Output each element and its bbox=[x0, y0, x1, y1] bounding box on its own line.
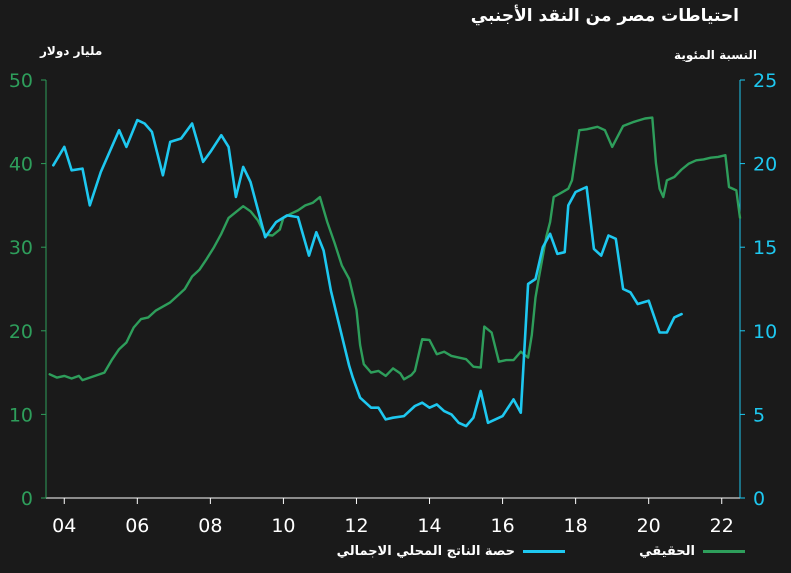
chart-title: احتياطات مصر من النقد الأجنبي bbox=[470, 6, 739, 26]
legend-item-real: الحقيقي bbox=[639, 541, 745, 561]
left-tick-label-50: 50 bbox=[9, 70, 33, 92]
right-axis-label: النسبة المئوية bbox=[674, 48, 757, 62]
right-tick-label-5: 5 bbox=[753, 404, 765, 426]
x-tick-label-20: 20 bbox=[637, 515, 661, 537]
x-tick-label-12: 12 bbox=[344, 515, 368, 537]
left-axis-label: مليار دولار bbox=[40, 44, 103, 58]
x-tick-label-10: 10 bbox=[271, 515, 295, 537]
left-tick-label-20: 20 bbox=[9, 321, 33, 343]
x-tick-label-18: 18 bbox=[564, 515, 588, 537]
x-tick-label-08: 08 bbox=[198, 515, 222, 537]
x-tick-label-22: 22 bbox=[710, 515, 734, 537]
right-tick-label-20: 20 bbox=[753, 154, 777, 176]
legend-label-real: الحقيقي bbox=[639, 543, 695, 559]
legend-label-gdp: حصة الناتج المحلي الاجمالي bbox=[336, 543, 515, 559]
x-tick-label-04: 04 bbox=[52, 515, 76, 537]
left-tick-label-40: 40 bbox=[9, 154, 33, 176]
x-tick-label-06: 06 bbox=[125, 515, 149, 537]
legend-swatch-gdp bbox=[523, 549, 565, 553]
legend-swatch-real bbox=[703, 549, 745, 553]
right-tick-label-15: 15 bbox=[753, 237, 777, 259]
right-tick-label-0: 0 bbox=[753, 488, 765, 510]
x-tick-label-16: 16 bbox=[490, 515, 514, 537]
x-tick-label-14: 14 bbox=[417, 515, 441, 537]
right-tick-label-10: 10 bbox=[753, 321, 777, 343]
left-tick-label-30: 30 bbox=[9, 237, 33, 259]
series-line-gdp-share bbox=[52, 118, 683, 428]
right-tick-label-25: 25 bbox=[753, 70, 777, 92]
left-tick-label-10: 10 bbox=[9, 404, 33, 426]
left-tick-label-0: 0 bbox=[21, 488, 33, 510]
legend-item-gdp: حصة الناتج المحلي الاجمالي bbox=[337, 541, 565, 561]
series-line-real bbox=[48, 116, 742, 382]
